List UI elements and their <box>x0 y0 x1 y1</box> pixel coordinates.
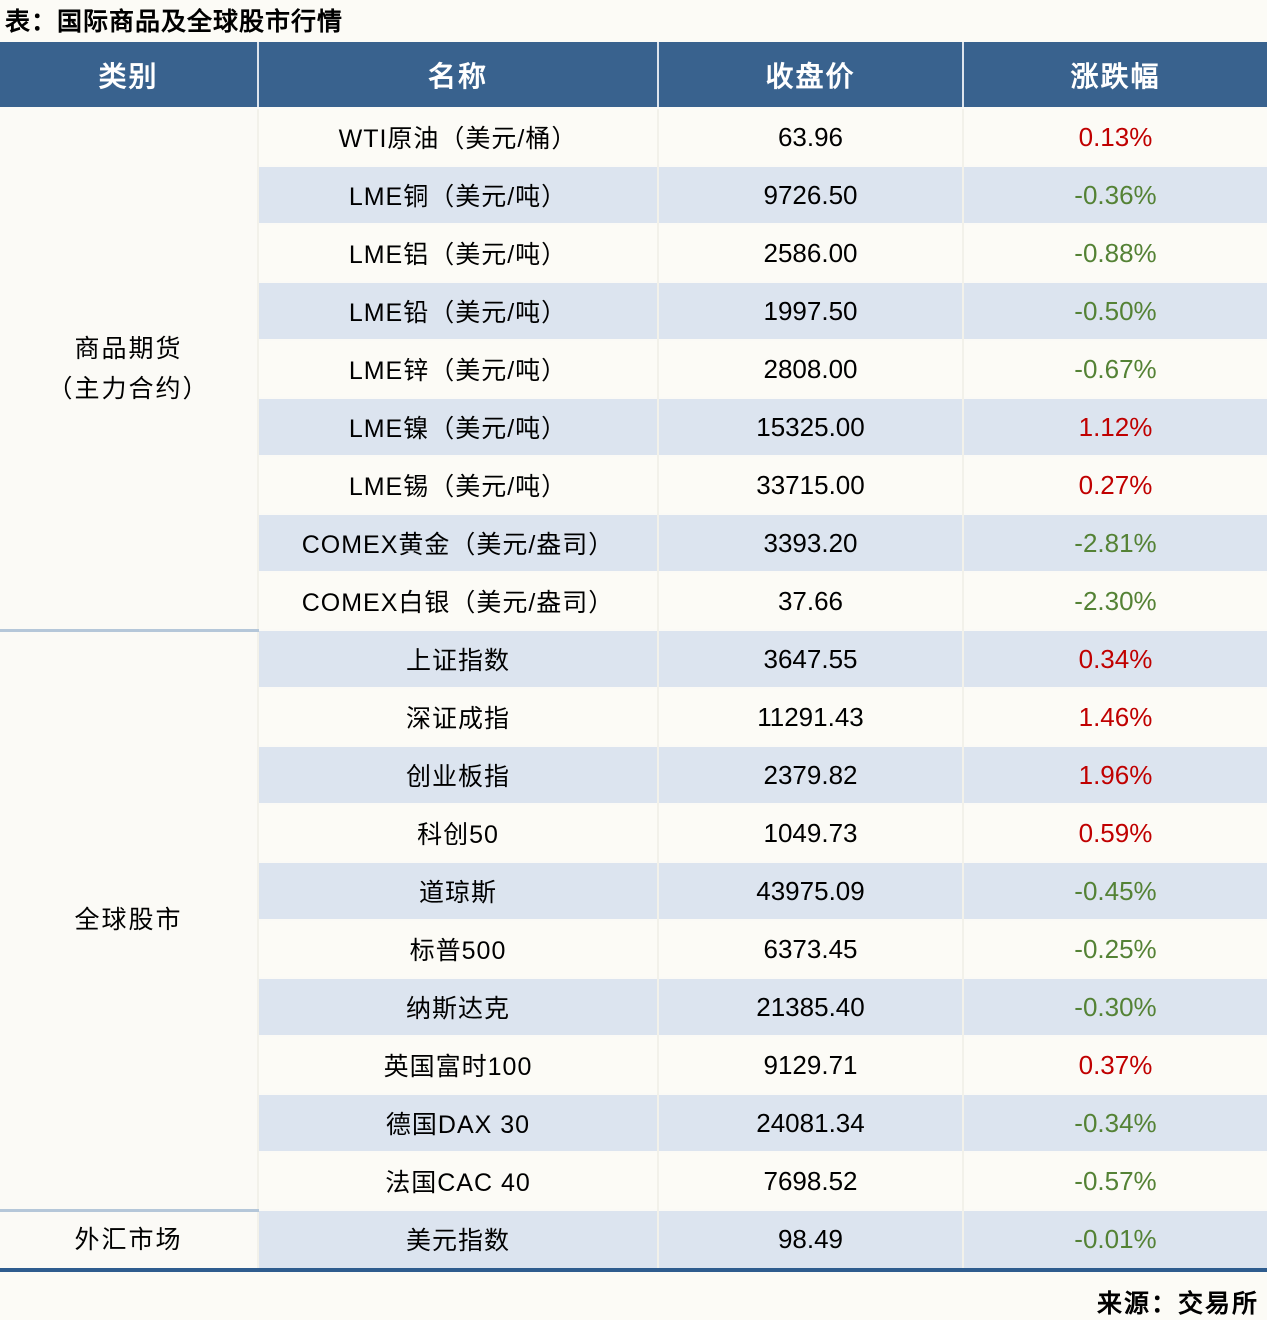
category-cell: 全球股市 <box>0 630 258 1212</box>
header-row: 类别 名称 收盘价 涨跌幅 <box>0 42 1267 109</box>
category-cell: 商品期货 （主力合约） <box>0 108 258 632</box>
instrument-name: LME锌（美元/吨） <box>257 339 658 398</box>
close-price: 24081.34 <box>657 1093 963 1152</box>
table-row: LME铅（美元/吨） 1997.50 -0.50% <box>0 281 1267 340</box>
close-price: 3393.20 <box>657 513 963 572</box>
instrument-name: 英国富时100 <box>257 1035 658 1094</box>
close-price: 21385.40 <box>657 977 963 1036</box>
close-price: 3647.55 <box>657 629 963 688</box>
change-percent: 0.37% <box>962 1035 1267 1094</box>
table-row: 英国富时100 9129.71 0.37% <box>0 1035 1267 1094</box>
col-header-category: 类别 <box>0 42 258 109</box>
close-price: 1997.50 <box>657 281 963 340</box>
col-header-change: 涨跌幅 <box>962 42 1267 109</box>
instrument-name: COMEX黄金（美元/盎司） <box>257 513 658 572</box>
col-header-close: 收盘价 <box>657 42 963 109</box>
close-price: 15325.00 <box>657 397 963 456</box>
change-percent: -2.81% <box>962 513 1267 572</box>
instrument-name: 上证指数 <box>257 629 658 688</box>
change-percent: -0.50% <box>962 281 1267 340</box>
instrument-name: 道琼斯 <box>257 861 658 920</box>
market-table: 类别 名称 收盘价 涨跌幅 商品期货 （主力合约） WTI原油（美元/桶） 63.96… <box>0 42 1267 1272</box>
change-percent: 0.34% <box>962 629 1267 688</box>
table-row: 外汇市场 美元指数 98.49 -0.01% <box>0 1209 1267 1270</box>
close-price: 98.49 <box>657 1209 963 1270</box>
change-percent: 1.96% <box>962 745 1267 804</box>
table-row: 商品期货 （主力合约） WTI原油（美元/桶） 63.96 0.13% <box>0 107 1267 632</box>
change-percent: 1.46% <box>962 687 1267 746</box>
table-row: LME铜（美元/吨） 9726.50 -0.36% <box>0 165 1267 224</box>
instrument-name: LME铅（美元/吨） <box>257 281 658 340</box>
change-percent: -0.36% <box>962 165 1267 224</box>
instrument-name: 科创50 <box>257 803 658 862</box>
table-row: COMEX白银（美元/盎司） 37.66 -2.30% <box>0 571 1267 630</box>
change-percent: 0.27% <box>962 455 1267 514</box>
instrument-name: 美元指数 <box>257 1209 658 1270</box>
instrument-name: LME锡（美元/吨） <box>257 455 658 514</box>
close-price: 2586.00 <box>657 223 963 282</box>
instrument-name: COMEX白银（美元/盎司） <box>257 571 658 630</box>
close-price: 37.66 <box>657 571 963 630</box>
col-header-name: 名称 <box>257 42 658 109</box>
source-note: 来源：交易所 <box>1096 1289 1259 1318</box>
table-row: 德国DAX 30 24081.34 -0.34% <box>0 1093 1267 1152</box>
instrument-name: 创业板指 <box>257 745 658 804</box>
change-percent: -0.67% <box>962 339 1267 398</box>
category-cell: 外汇市场 <box>0 1210 258 1270</box>
close-price: 9129.71 <box>657 1035 963 1094</box>
table-row: 法国CAC 40 7698.52 -0.57% <box>0 1151 1267 1210</box>
table-row: LME锡（美元/吨） 33715.00 0.27% <box>0 455 1267 514</box>
category-label: 商品期货 <box>74 334 183 363</box>
table-row: 标普500 6373.45 -0.25% <box>0 919 1267 978</box>
table-header: 类别 名称 收盘价 涨跌幅 <box>0 42 1267 109</box>
category-label: 全球股市 <box>74 906 183 934</box>
close-price: 2379.82 <box>657 745 963 804</box>
change-percent: -0.57% <box>962 1151 1267 1210</box>
change-percent: 0.59% <box>962 803 1267 862</box>
table-title: 表：国际商品及全球股市行情 <box>5 8 344 36</box>
close-price: 6373.45 <box>657 919 963 978</box>
change-percent: 0.13% <box>962 107 1267 166</box>
table-body: 商品期货 （主力合约） WTI原油（美元/桶） 63.96 0.13% LME铜（美元/吨… <box>0 107 1267 1270</box>
instrument-name: 标普500 <box>257 919 658 978</box>
close-price: 1049.73 <box>657 803 963 862</box>
instrument-name: LME铜（美元/吨） <box>257 165 658 224</box>
table-row: 全球股市 上证指数 3647.55 0.34% <box>0 629 1267 1212</box>
instrument-name: 深证成指 <box>257 687 658 746</box>
instrument-name: 法国CAC 40 <box>257 1151 658 1210</box>
change-percent: -0.01% <box>962 1209 1267 1270</box>
instrument-name: WTI原油（美元/桶） <box>257 107 658 166</box>
close-price: 63.96 <box>657 107 963 166</box>
close-price: 33715.00 <box>657 455 963 514</box>
table-row: 深证成指 11291.43 1.46% <box>0 687 1267 746</box>
instrument-name: LME镍（美元/吨） <box>257 397 658 456</box>
close-price: 7698.52 <box>657 1151 963 1210</box>
table-row: 科创50 1049.73 0.59% <box>0 803 1267 862</box>
change-percent: -0.34% <box>962 1093 1267 1152</box>
table-row: LME锌（美元/吨） 2808.00 -0.67% <box>0 339 1267 398</box>
change-percent: -0.88% <box>962 223 1267 282</box>
instrument-name: 纳斯达克 <box>257 977 658 1036</box>
close-price: 11291.43 <box>657 687 963 746</box>
change-percent: -0.45% <box>962 861 1267 920</box>
category-label: （主力合约） <box>47 374 210 403</box>
change-percent: -0.25% <box>962 919 1267 978</box>
close-price: 2808.00 <box>657 339 963 398</box>
table-row: LME铝（美元/吨） 2586.00 -0.88% <box>0 223 1267 282</box>
instrument-name: 德国DAX 30 <box>257 1093 658 1152</box>
change-percent: -2.30% <box>962 571 1267 630</box>
change-percent: 1.12% <box>962 397 1267 456</box>
category-label: 外汇市场 <box>74 1225 183 1254</box>
instrument-name: LME铝（美元/吨） <box>257 223 658 282</box>
close-price: 9726.50 <box>657 165 963 224</box>
close-price: 43975.09 <box>657 861 963 920</box>
change-percent: -0.30% <box>962 977 1267 1036</box>
